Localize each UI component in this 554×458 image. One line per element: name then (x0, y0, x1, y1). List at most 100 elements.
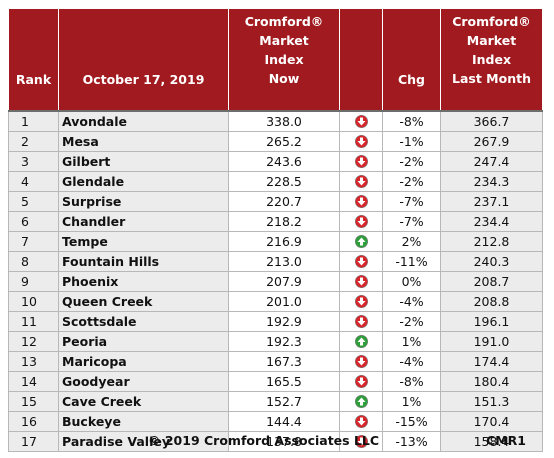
rank-cell: 14 (8, 371, 59, 392)
market-index-table-frame: Rank October 17, 2019 Cromford® Market I… (8, 8, 543, 452)
index-now-cell: 137.8 (228, 431, 340, 452)
trend-cell (339, 171, 383, 192)
index-last-month-cell: 196.1 (440, 311, 543, 332)
change-cell: -4% (382, 291, 441, 312)
header-line: Index (264, 52, 304, 67)
header-row: Rank October 17, 2019 Cromford® Market I… (8, 8, 543, 112)
index-now-cell: 192.9 (228, 311, 340, 332)
table-row: 3 Gilbert 243.6 -2% 247.4 (8, 151, 543, 172)
index-last-month-cell: 151.3 (440, 391, 543, 412)
index-now-cell: 243.6 (228, 151, 340, 172)
arrow-down-icon (354, 435, 368, 448)
table-body: 1 Avondale 338.0 -8% 366.7 2 Mesa 265.2 -1% 267.9… (8, 110, 543, 452)
header-line: Now (268, 71, 300, 86)
copyright-text: © 2019 Cromford Associates LLC (148, 433, 380, 448)
change-cell: -2% (382, 151, 441, 172)
index-now-cell: 213.0 (228, 251, 340, 272)
rank-cell: 5 (8, 191, 59, 212)
rank-cell: 11 (8, 311, 59, 332)
trend-cell (339, 371, 383, 392)
market-name-cell: Chandler (58, 211, 229, 232)
rank-cell: 10 (8, 291, 59, 312)
column-header-index-now: Cromford® Market Index Now (228, 8, 340, 112)
index-now-cell: 165.5 (228, 371, 340, 392)
rank-cell: 3 (8, 151, 59, 172)
change-cell: 2% (382, 231, 441, 252)
arrow-down-icon (354, 175, 368, 188)
change-cell: -15% (382, 411, 441, 432)
table-row: 14 Goodyear 165.5 -8% 180.4 (8, 371, 543, 392)
index-last-month-cell: 180.4 (440, 371, 543, 392)
market-index-table: Rank October 17, 2019 Cromford® Market I… (8, 8, 543, 452)
arrow-down-icon (354, 415, 368, 428)
index-last-month-cell: 174.4 (440, 351, 543, 372)
rank-cell: 16 (8, 411, 59, 432)
arrow-down-icon (354, 255, 368, 268)
footer: © 2019 Cromford Associates LLC CMR1 (8, 432, 542, 450)
index-now-cell: 265.2 (228, 131, 340, 152)
change-cell: 1% (382, 331, 441, 352)
market-name-cell: Maricopa (58, 351, 229, 372)
column-header-change: Chg (382, 8, 441, 112)
trend-cell (339, 331, 383, 352)
table-row: 4 Glendale 228.5 -2% 234.3 (8, 171, 543, 192)
trend-cell (339, 231, 383, 252)
table-row: 13 Maricopa 167.3 -4% 174.4 (8, 351, 543, 372)
change-cell: -8% (382, 371, 441, 392)
column-header-arrow (339, 8, 383, 112)
market-name-cell: Cave Creek (58, 391, 229, 412)
index-last-month-cell: 170.4 (440, 411, 543, 432)
market-name-cell: Glendale (58, 171, 229, 192)
index-last-month-cell: 234.3 (440, 171, 543, 192)
index-now-cell: 201.0 (228, 291, 340, 312)
rank-cell: 6 (8, 211, 59, 232)
trend-cell (339, 391, 383, 412)
table-row: 11 Scottsdale 192.9 -2% 196.1 (8, 311, 543, 332)
trend-cell (339, 311, 383, 332)
index-now-cell: 167.3 (228, 351, 340, 372)
table-row: 7 Tempe 216.9 2% 212.8 (8, 231, 543, 252)
change-cell: -2% (382, 171, 441, 192)
header-line: Index (471, 52, 512, 67)
index-now-cell: 228.5 (228, 171, 340, 192)
table-row: 16 Buckeye 144.4 -15% 170.4 (8, 411, 543, 432)
trend-cell (339, 131, 383, 152)
rank-cell: 2 (8, 131, 59, 152)
index-last-month-cell: 237.1 (440, 191, 543, 212)
arrow-down-icon (354, 115, 368, 128)
change-cell: -7% (382, 211, 441, 232)
trend-cell (339, 211, 383, 232)
rank-cell: 8 (8, 251, 59, 272)
table-row: 6 Chandler 218.2 -7% 234.4 (8, 211, 543, 232)
arrow-down-icon (354, 215, 368, 228)
rank-cell: 9 (8, 271, 59, 292)
rank-cell: 1 (8, 110, 59, 132)
index-last-month-cell: 234.4 (440, 211, 543, 232)
index-last-month-cell: 240.3 (440, 251, 543, 272)
market-name-cell: Avondale (58, 110, 229, 132)
trend-cell (339, 191, 383, 212)
change-cell: -8% (382, 110, 441, 132)
trend-cell (339, 411, 383, 432)
header-line: Market (259, 33, 309, 48)
header-line: Market (466, 33, 517, 48)
arrow-down-icon (354, 375, 368, 388)
column-header-index-last-month: Cromford® Market Index Last Month (440, 8, 543, 112)
table-row: 10 Queen Creek 201.0 -4% 208.8 (8, 291, 543, 312)
rank-cell: 17 (8, 431, 59, 452)
index-now-cell: 218.2 (228, 211, 340, 232)
market-name-cell: Paradise Valley (58, 431, 229, 452)
index-last-month-cell: 208.7 (440, 271, 543, 292)
market-name-cell: Buckeye (58, 411, 229, 432)
index-last-month-cell: 366.7 (440, 110, 543, 132)
header-line: Cromford® (244, 14, 324, 29)
arrow-up-icon (354, 235, 368, 248)
index-now-cell: 338.0 (228, 110, 340, 132)
index-last-month-cell: 267.9 (440, 131, 543, 152)
trend-cell (339, 271, 383, 292)
arrow-down-icon (354, 295, 368, 308)
index-last-month-cell: 208.8 (440, 291, 543, 312)
index-last-month-cell: 247.4 (440, 151, 543, 172)
index-now-cell: 207.9 (228, 271, 340, 292)
market-name-cell: Queen Creek (58, 291, 229, 312)
